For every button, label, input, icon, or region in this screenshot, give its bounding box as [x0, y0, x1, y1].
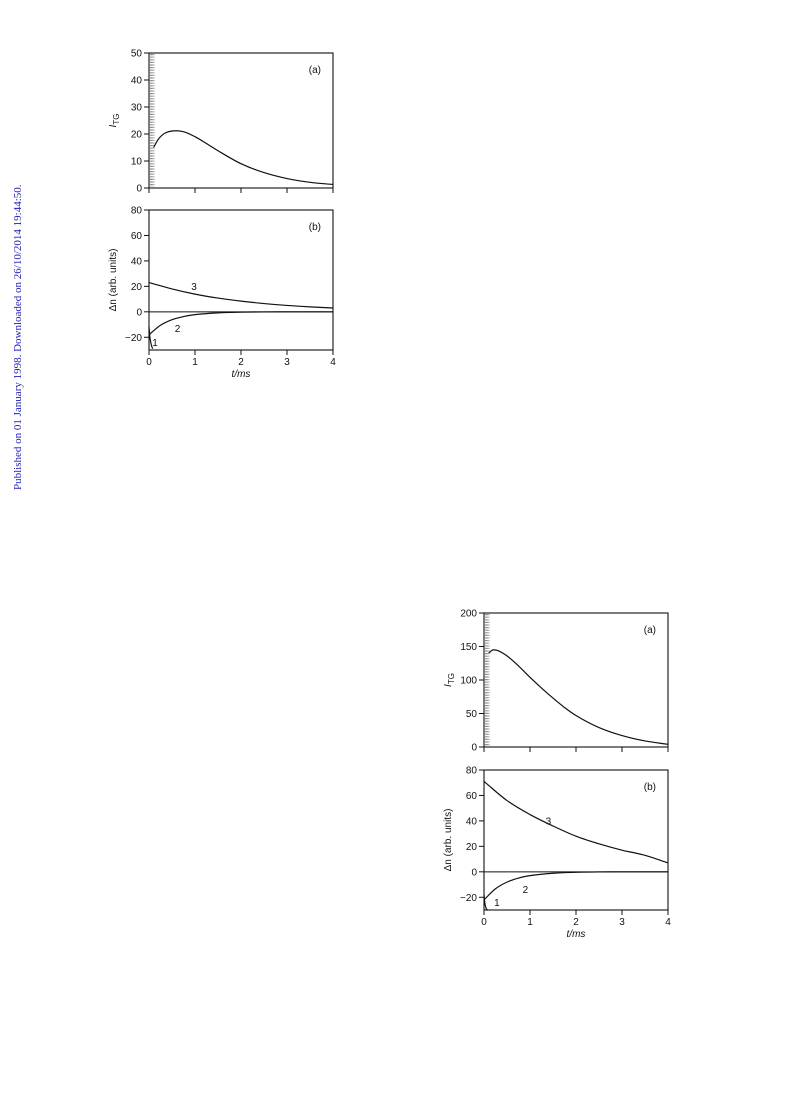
y-axis-label: Δn (arb. units): [443, 809, 454, 872]
y-tick-label: 10: [131, 157, 143, 168]
y-tick-label: 30: [131, 103, 143, 114]
series-label-1: 1: [494, 898, 500, 909]
panel-label: (a): [309, 65, 321, 76]
series-label-2: 2: [523, 885, 529, 896]
y-tick-label: 0: [136, 307, 142, 318]
y-tick-label: 40: [131, 256, 143, 267]
x-axis-label: t/ms: [232, 369, 251, 380]
y-tick-label: 150: [460, 642, 477, 653]
y-tick-label: 20: [131, 282, 143, 293]
y-tick-label: 0: [471, 867, 477, 878]
y-tick-label: 100: [460, 676, 477, 687]
y-tick-label: 80: [131, 206, 143, 217]
x-tick-label: 3: [619, 917, 625, 928]
chart-panel-1: 0 10 20 30 40 50 (a) ITG: [108, 49, 334, 195]
x-tick-label: 0: [146, 357, 152, 368]
series-line: [488, 649, 669, 745]
x-tick-label: 4: [330, 357, 336, 368]
y-tick-label: 0: [471, 743, 477, 754]
series-label-1: 1: [152, 338, 158, 349]
plot-frame: [483, 769, 669, 911]
x-tick-label: 0: [481, 917, 487, 928]
y-tick-label: 50: [466, 709, 478, 720]
x-axis-label: t/ms: [567, 929, 586, 940]
series-line: [153, 130, 334, 186]
series-label-3: 3: [546, 816, 552, 827]
x-tick-label: 2: [573, 917, 579, 928]
series-label-2: 2: [175, 324, 181, 335]
plot-frame: [483, 612, 669, 748]
series-line-3: [483, 780, 669, 864]
series-line-1: [148, 327, 154, 349]
x-tick-label: 2: [238, 357, 244, 368]
x-tick-label: 3: [284, 357, 290, 368]
y-tick-label: 20: [466, 842, 478, 853]
y-tick-label: 60: [131, 231, 143, 242]
chart-panel-3: 0 50 100 150 200 (a) ITG: [443, 609, 669, 754]
series-line-3: [148, 281, 334, 309]
x-tick-label: 1: [527, 917, 533, 928]
series-line-2: [483, 871, 668, 901]
y-tick-label: 50: [131, 49, 143, 60]
y-tick-label: 80: [466, 766, 478, 777]
y-axis-label: ITG: [443, 673, 456, 687]
plot-frame: [148, 52, 334, 189]
panel-label: (a): [644, 625, 656, 636]
y-tick-label: −20: [125, 333, 142, 344]
y-tick-label: 0: [136, 184, 142, 195]
y-tick-label: 40: [131, 76, 143, 87]
y-tick-label: 20: [131, 130, 143, 141]
y-tick-label: 200: [460, 609, 477, 620]
y-tick-label: −20: [460, 893, 477, 904]
panel-label: (b): [644, 782, 656, 793]
y-tick-label: 60: [466, 791, 478, 802]
y-tick-label: 40: [466, 816, 478, 827]
panel-label: (b): [309, 222, 321, 233]
series-line-2: [148, 311, 333, 336]
y-axis-label: Δn (arb. units): [108, 249, 119, 312]
x-tick-label: 1: [192, 357, 198, 368]
x-tick-label: 4: [665, 917, 671, 928]
y-axis-label: ITG: [108, 114, 121, 128]
series-label-3: 3: [191, 282, 197, 293]
